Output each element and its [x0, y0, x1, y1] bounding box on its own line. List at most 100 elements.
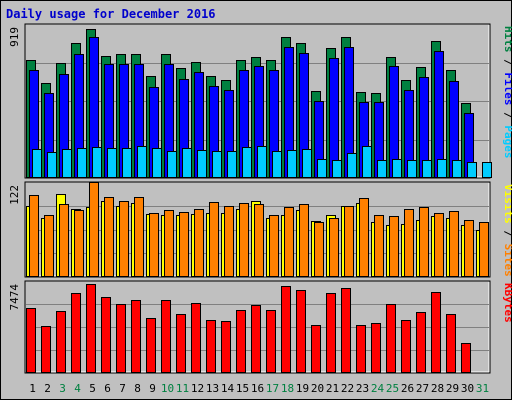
middle-sites-bar	[344, 206, 354, 277]
top-pages-bar	[47, 152, 57, 178]
middle-sites-bar	[449, 211, 459, 277]
top-pages-bar	[212, 151, 222, 178]
x-tick-label-day-30: 30	[461, 382, 474, 395]
x-tick-label-day-13: 13	[206, 382, 219, 395]
x-tick-label-day-7: 7	[119, 382, 126, 395]
x-tick-label-day-16: 16	[251, 382, 264, 395]
middle-sites-bar	[434, 213, 444, 277]
bottom-kbytes-bar	[461, 343, 471, 373]
bottom-kbytes-bar	[386, 304, 396, 373]
top-legend: Hits / Files / Pages	[502, 26, 512, 159]
bottom-kbytes-bar	[281, 286, 291, 373]
middle-sites-bar	[254, 204, 264, 277]
middle-sites-bar	[374, 215, 384, 277]
top-files-bar	[329, 58, 339, 178]
bottom-kbytes-bar	[371, 323, 381, 373]
top-pages-bar	[107, 148, 117, 178]
x-tick-label-day-6: 6	[104, 382, 111, 395]
middle-sites-bar	[29, 195, 39, 277]
middle-sites-bar	[44, 215, 54, 277]
bottom-kbytes-bar	[71, 293, 81, 373]
x-tick-label-day-20: 20	[311, 382, 324, 395]
top-pages-bar	[287, 150, 297, 178]
bottom-kbytes-bar	[401, 320, 411, 373]
legend-pages: Pages	[502, 119, 512, 159]
top-pages-bar	[257, 146, 267, 178]
x-tick-label-day-15: 15	[236, 382, 249, 395]
top-pages-bar	[422, 160, 432, 178]
middle-sites-bar	[164, 210, 174, 277]
middle-legend: Visits / Sites	[502, 184, 512, 277]
bottom-kbytes-bar	[41, 326, 51, 373]
bottom-kbytes-bar	[221, 321, 231, 373]
bottom-kbytes-bar	[251, 305, 261, 373]
top-pages-bar	[272, 151, 282, 178]
x-tick-label-day-28: 28	[431, 382, 444, 395]
legend-separator: /	[502, 53, 512, 67]
bottom-legend: KBytes	[502, 283, 512, 323]
middle-sites-bar	[194, 209, 204, 277]
top-pages-bar	[317, 159, 327, 178]
legend-separator: /	[502, 106, 512, 120]
x-tick-label-day-11: 11	[176, 382, 189, 395]
x-tick-label-day-23: 23	[356, 382, 369, 395]
bottom-kbytes-bar	[206, 320, 216, 373]
middle-sites-bar	[404, 209, 414, 277]
top-pages-bar	[467, 162, 477, 178]
x-tick-label-day-12: 12	[191, 382, 204, 395]
middle-sites-bar	[314, 222, 324, 277]
x-tick-label-day-22: 22	[341, 382, 354, 395]
legend-files: Files	[502, 66, 512, 106]
x-tick-label-day-3: 3	[59, 382, 66, 395]
legend-visits: Visits	[502, 184, 512, 224]
top-pages-bar	[437, 159, 447, 178]
middle-sites-bar	[329, 218, 339, 277]
x-tick-label-day-2: 2	[44, 382, 51, 395]
bottom-kbytes-bar	[446, 314, 456, 373]
middle-sites-bar	[74, 210, 84, 277]
bottom-kbytes-bar	[131, 300, 141, 373]
bottom-kbytes-bar	[311, 325, 321, 373]
top-files-bar	[434, 51, 444, 178]
bottom-kbytes-bar	[356, 325, 366, 373]
top-pages-bar	[182, 148, 192, 178]
x-tick-label-day-31: 31	[476, 382, 489, 395]
middle-sites-bar	[209, 202, 219, 277]
top-pages-bar	[197, 150, 207, 178]
bottom-kbytes-bar	[101, 297, 111, 373]
top-pages-bar	[302, 149, 312, 178]
legend-kbytes: KBytes	[502, 283, 512, 323]
x-tick-label-day-18: 18	[281, 382, 294, 395]
top-pages-bar	[377, 160, 387, 178]
middle-sites-bar	[104, 197, 114, 277]
bottom-kbytes-bar	[416, 312, 426, 373]
x-tick-label-day-17: 17	[266, 382, 279, 395]
middle-sites-bar	[464, 220, 474, 277]
top-pages-bar	[167, 151, 177, 178]
top-pages-bar	[332, 160, 342, 178]
x-tick-label-day-14: 14	[221, 382, 235, 395]
x-tick-label-day-10: 10	[161, 382, 174, 395]
top-pages-bar	[407, 160, 417, 178]
bottom-kbytes-bar	[236, 310, 246, 373]
bottom-kbytes-bar	[26, 308, 36, 373]
bottom-kbytes-bar	[266, 310, 276, 373]
middle-sites-bar	[239, 203, 249, 277]
middle-sites-bar	[359, 198, 369, 277]
x-tick-label-day-4: 4	[74, 382, 81, 395]
top-pages-bar	[362, 146, 372, 178]
bottom-kbytes-bar	[431, 292, 441, 373]
middle-y-max-label: 122	[8, 185, 21, 205]
bottom-kbytes-bar	[56, 311, 66, 373]
bottom-kbytes-bar	[296, 290, 306, 373]
bottom-kbytes-bar	[116, 304, 126, 373]
bottom-kbytes-bar	[191, 303, 201, 373]
top-y-max-label: 919	[8, 27, 21, 47]
middle-sites-bar	[119, 201, 129, 277]
x-tick-label-day-26: 26	[401, 382, 414, 395]
x-tick-label-day-27: 27	[416, 382, 429, 395]
top-pages-bar	[452, 160, 462, 178]
top-pages-bar	[137, 146, 147, 178]
legend-hits: Hits	[502, 26, 512, 53]
top-pages-bar	[122, 148, 132, 178]
